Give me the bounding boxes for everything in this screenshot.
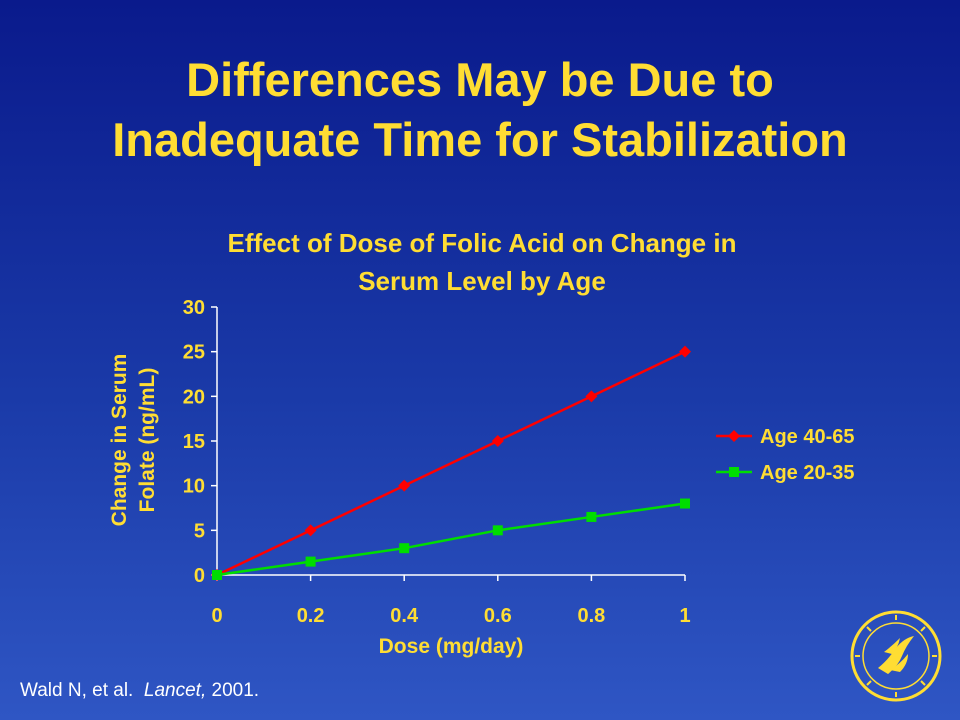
y-tick-label: 25 xyxy=(183,342,205,364)
x-tick-label: 0.2 xyxy=(297,605,325,627)
hhs-seal-icon xyxy=(850,610,942,702)
x-tick-label: 0.6 xyxy=(484,605,512,627)
citation-year: 2001. xyxy=(211,680,260,701)
legend-label-age-40-65: Age 40-65 xyxy=(760,426,855,448)
data-point-age-40-65 xyxy=(679,345,691,358)
chart-title-line1: Effect of Dose of Folic Acid on Change i… xyxy=(228,228,737,258)
y-axis-title: Change in Serum Folate (ng/mL) xyxy=(108,354,159,527)
x-axis-title: Dose (mg/day) xyxy=(379,635,524,658)
data-point-age-40-65 xyxy=(398,479,411,492)
y-ticks: 0 5 10 15 20 25 30 xyxy=(183,297,217,587)
citation-authors: Wald N, et al. xyxy=(20,680,134,701)
series-age-40-65 xyxy=(211,345,691,581)
y-tick-label: 15 xyxy=(183,431,205,453)
data-point-age-20-35 xyxy=(399,543,410,554)
data-point-age-40-65 xyxy=(491,435,504,447)
data-point-age-40-65 xyxy=(304,524,317,537)
y-tick-label: 0 xyxy=(194,565,205,587)
citation: Wald N, et al. Lancet, 2001. xyxy=(20,680,259,702)
y-tick-label: 10 xyxy=(183,476,205,498)
data-point-age-20-35 xyxy=(586,511,597,522)
slide-title: Differences May be Due to Inadequate Tim… xyxy=(0,50,960,170)
legend-label-age-20-35: Age 20-35 xyxy=(760,462,855,484)
y-tick-label: 30 xyxy=(183,297,205,319)
series-layer xyxy=(211,345,691,581)
slide-title-line1: Differences May be Due to xyxy=(186,53,774,106)
legend: Age 40-65 Age 20-35 xyxy=(716,426,855,484)
x-tick-label: 0.4 xyxy=(390,605,419,627)
x-tick-label: 0 xyxy=(211,605,222,627)
slide-title-line2: Inadequate Time for Stabilization xyxy=(112,113,848,166)
legend-marker-age-40-65 xyxy=(728,430,740,442)
data-point-age-20-35 xyxy=(680,498,690,509)
data-point-age-20-35 xyxy=(305,556,316,567)
y-tick-label: 20 xyxy=(183,386,205,408)
x-tick-label: 0.8 xyxy=(577,605,605,627)
series-age-20-35 xyxy=(212,498,690,580)
data-point-age-20-35 xyxy=(492,525,503,536)
y-axis-title-line1: Change in Serum xyxy=(108,354,131,527)
x-ticks: 0 0.2 0.4 0.6 0.8 1 xyxy=(211,575,691,627)
y-tick-label: 5 xyxy=(194,520,205,542)
data-point-age-40-65 xyxy=(585,390,598,403)
legend-marker-age-20-35 xyxy=(729,467,739,477)
series-line-age-40-65 xyxy=(216,350,686,577)
series-line-age-20-35 xyxy=(216,502,686,577)
citation-journal: Lancet, xyxy=(143,680,207,701)
chart-title-line2: Serum Level by Age xyxy=(358,266,606,296)
x-tick-label: 1 xyxy=(679,605,690,627)
y-axis-title-line2: Folate (ng/mL) xyxy=(136,368,159,513)
data-point-age-20-35 xyxy=(212,570,222,580)
